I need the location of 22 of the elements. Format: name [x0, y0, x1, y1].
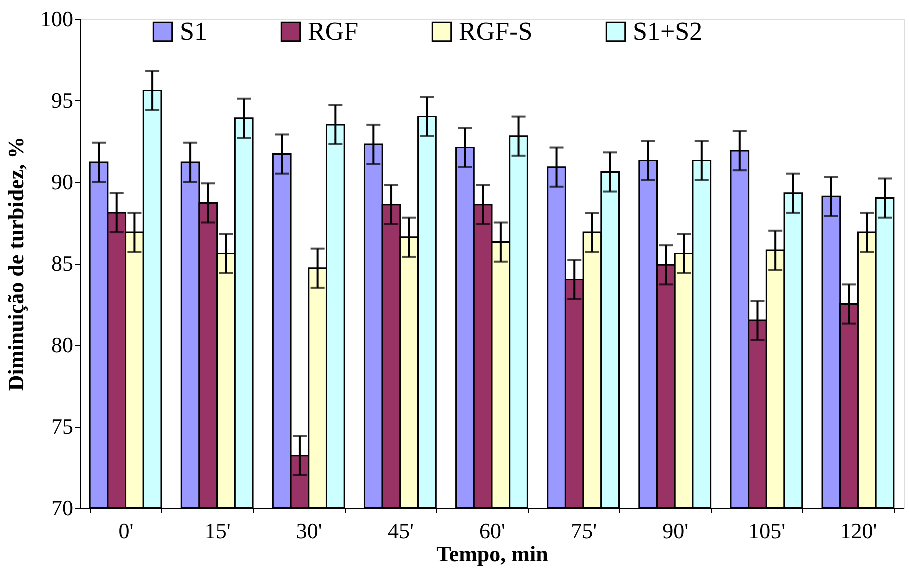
x-tick-label: 60' [480, 518, 506, 544]
x-tick-label: 90' [662, 518, 689, 544]
x-tick-label: 0' [118, 518, 134, 544]
y-tick-label: 80 [52, 332, 74, 358]
x-tick-label: 120' [840, 518, 878, 544]
y-axis-title: Diminuição de turbidez, % [4, 136, 28, 392]
y-tick-label: 75 [52, 414, 74, 439]
legend-label: S1+S2 [633, 17, 703, 46]
y-tick-label: 70 [52, 496, 74, 520]
legend-label: S1 [180, 17, 208, 46]
y-tick-label: 100 [40, 6, 74, 32]
x-axis-title: Tempo, min [436, 542, 548, 566]
x-tick-label: 45' [388, 518, 414, 544]
y-tick-label: 95 [52, 88, 74, 113]
legend-label: RGF-S [459, 17, 533, 46]
x-tick-label: 105' [748, 518, 786, 544]
legend-label: RGF [308, 17, 359, 46]
x-tick-label: 75' [571, 518, 598, 544]
y-tick-label: 85 [52, 251, 74, 276]
y-tick-label: 90 [52, 170, 74, 194]
x-tick-label: 15' [204, 518, 231, 544]
x-tick-label: 30' [296, 518, 322, 544]
